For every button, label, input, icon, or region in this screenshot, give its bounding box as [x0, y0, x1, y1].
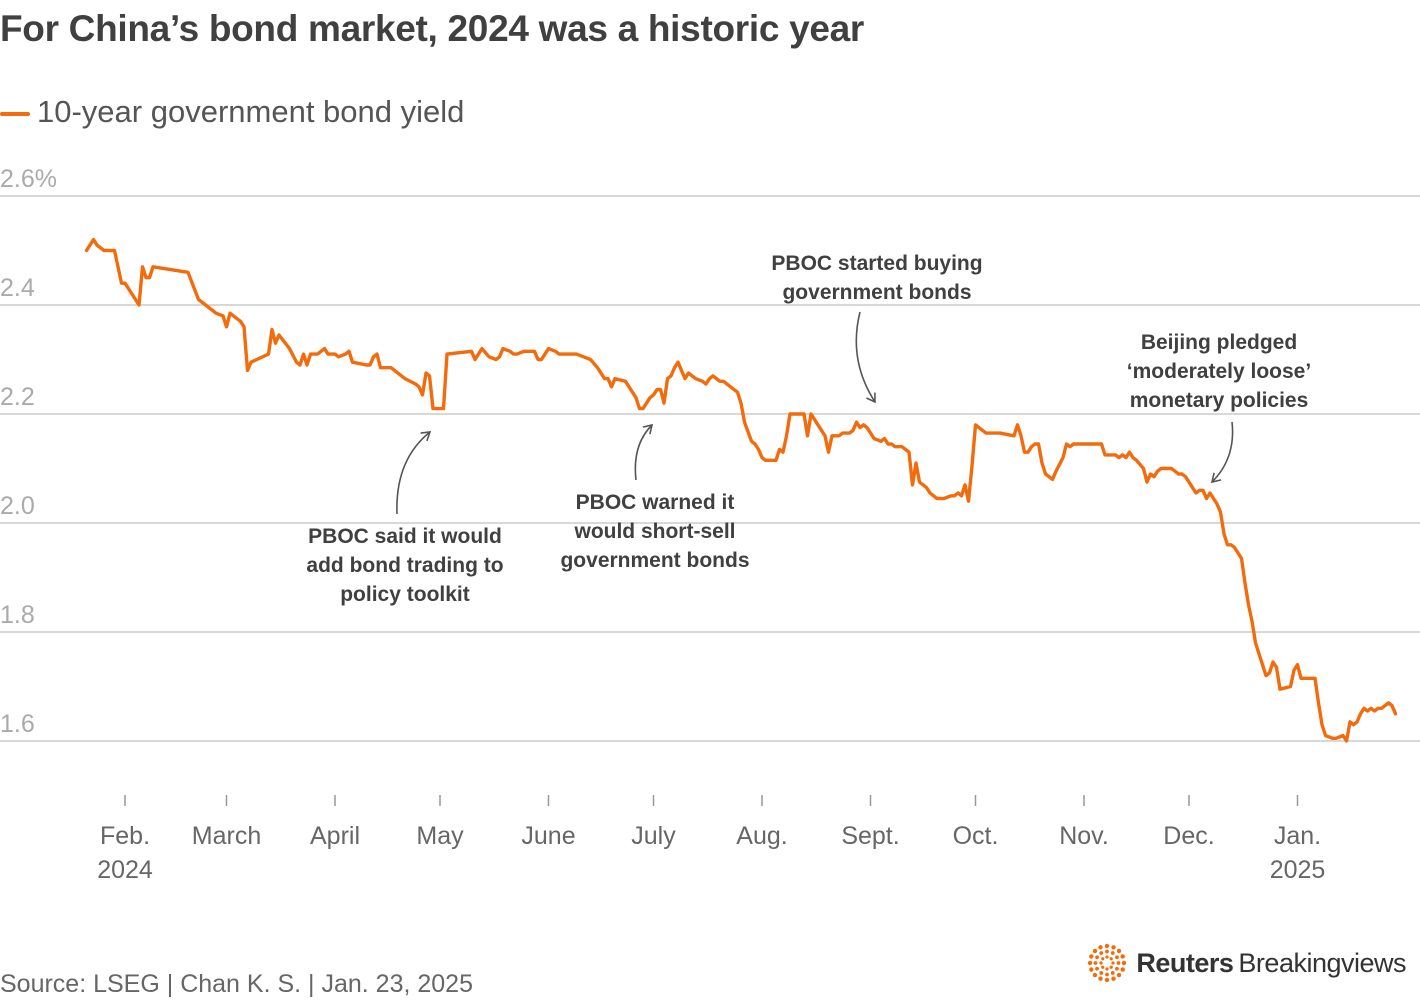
- logo-dot: [1115, 955, 1120, 960]
- logo-dot: [1095, 966, 1100, 971]
- logo-dot: [1111, 971, 1116, 975]
- annotation-arrow-3: [855, 311, 876, 404]
- logo-dot: [1089, 954, 1094, 959]
- x-tick-label: Oct.: [953, 822, 999, 850]
- x-tick-label: Jan.: [1274, 822, 1321, 850]
- brand-name-reuters: Reuters: [1136, 947, 1234, 978]
- y-tick-label: 2.4: [0, 274, 35, 302]
- reuters-dots-logo-icon: [1088, 943, 1127, 983]
- logo-dot: [1105, 955, 1109, 959]
- annotation-arrow-1: [396, 431, 432, 515]
- logo-dot: [1105, 967, 1109, 971]
- chart-title: For China’s bond market, 2024 was a hist…: [0, 8, 865, 49]
- logo-dot: [1105, 977, 1110, 983]
- logo-dot: [1105, 949, 1110, 954]
- logo-dot: [1117, 948, 1122, 954]
- logo-dot: [1101, 965, 1105, 969]
- annotation-policy-toolkit: PBOC said it would add bond trading to p…: [306, 525, 504, 606]
- annotation-arrow-4: [1210, 421, 1234, 484]
- x-tick-label: April: [310, 822, 360, 850]
- logo-dot: [1095, 955, 1100, 960]
- logo-dot: [1115, 966, 1120, 971]
- x-tick-label: May: [416, 822, 464, 850]
- logo-dot: [1110, 957, 1114, 961]
- logo-dot: [1088, 960, 1093, 966]
- logo-dot: [1099, 961, 1103, 965]
- logo-dot: [1122, 960, 1127, 966]
- y-tick-label: 1.6: [0, 710, 35, 738]
- logo-dot: [1111, 945, 1117, 950]
- logo-dot: [1093, 972, 1098, 978]
- series-line-10y-yield: [84, 237, 1398, 743]
- legend-swatch: [0, 111, 30, 116]
- logo-dot: [1089, 967, 1094, 972]
- x-tick-label: Aug.: [736, 822, 787, 850]
- logo-dot: [1120, 967, 1126, 972]
- logo-dot: [1105, 943, 1110, 949]
- brand-logo: Reuters Breakingviews: [1086, 942, 1406, 984]
- legend-label: 10-year government bond yield: [37, 94, 465, 129]
- x-tick-label: July: [631, 822, 676, 850]
- x-tick-label: March: [192, 822, 261, 850]
- y-tick-label: 2.0: [0, 492, 35, 520]
- logo-dot: [1093, 961, 1098, 965]
- logo-dot: [1098, 976, 1104, 981]
- logo-dot: [1111, 951, 1116, 955]
- x-tick-label: Sept.: [841, 822, 899, 850]
- annotation-moderately-loose: Beijing pledged ‘moderately loose’ monet…: [1126, 331, 1312, 412]
- annotation-arrow-2: [634, 423, 654, 481]
- x-tick-label: Feb.: [100, 822, 150, 850]
- logo-dot: [1101, 957, 1105, 961]
- logo-dot: [1099, 951, 1104, 955]
- x-tick-label: Dec.: [1163, 822, 1214, 850]
- logo-dot: [1098, 945, 1104, 950]
- logo-dot: [1111, 961, 1115, 965]
- x-tick-label: June: [521, 822, 575, 850]
- annotation-short-sell: PBOC warned it would short-sell governme…: [560, 491, 750, 572]
- y-tick-label: 2.2: [0, 383, 35, 411]
- logo-dot: [1105, 972, 1110, 977]
- logo-dot: [1117, 972, 1122, 978]
- logo-dot: [1116, 961, 1121, 965]
- logo-dot: [1120, 954, 1126, 959]
- x-tick-year-label: 2024: [97, 856, 153, 884]
- logo-dot: [1099, 971, 1104, 975]
- y-tick-label: 1.8: [0, 601, 35, 629]
- y-tick-label: 2.6%: [0, 165, 57, 193]
- x-tick-year-label: 2025: [1270, 856, 1326, 884]
- logo-dot: [1110, 965, 1114, 969]
- logo-dot: [1093, 948, 1098, 954]
- logo-dot: [1111, 976, 1117, 981]
- brand-name-breakingviews: Breakingviews: [1238, 947, 1406, 978]
- source-note: Source: LSEG | Chan K. S. | Jan. 23, 202…: [0, 970, 473, 998]
- chart-legend: 10-year government bond yield: [0, 94, 464, 130]
- x-tick-label: Nov.: [1059, 822, 1109, 850]
- annotation-started-buying: PBOC started buying government bonds: [771, 252, 983, 304]
